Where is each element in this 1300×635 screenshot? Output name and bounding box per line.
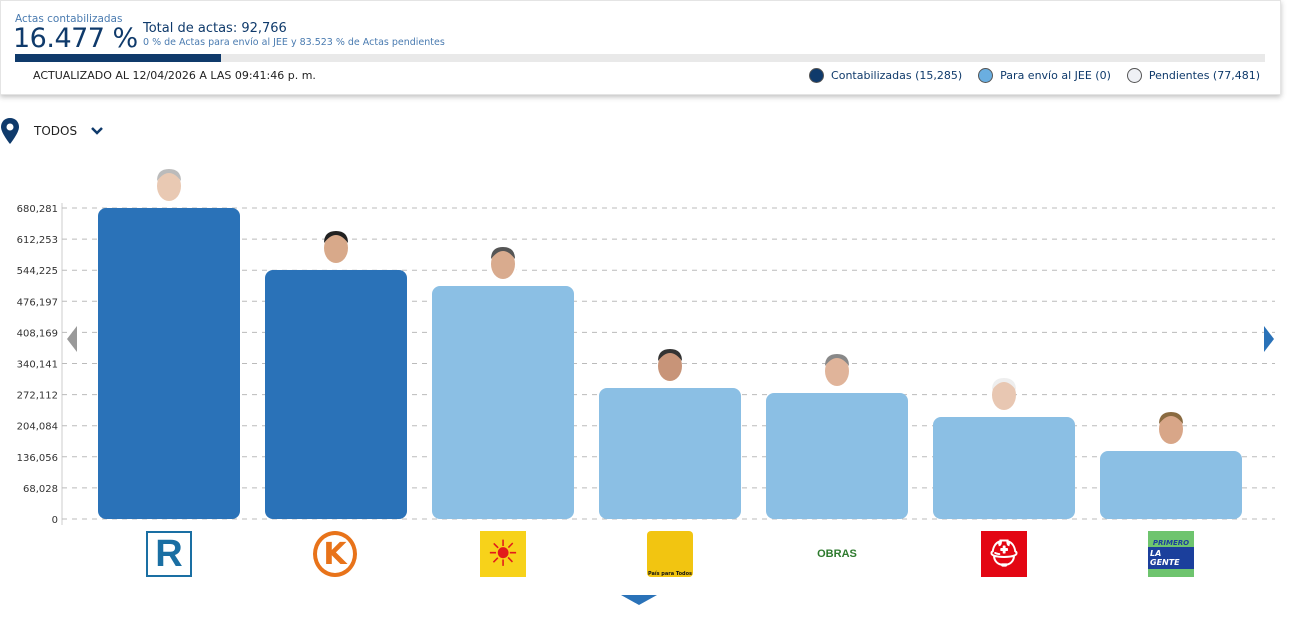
party-logo-text: OBRAS bbox=[817, 548, 857, 560]
chevron-down-icon bbox=[91, 127, 103, 135]
bar[interactable] bbox=[933, 417, 1075, 519]
region-filter-label: TODOS bbox=[34, 124, 78, 138]
candidate-photo bbox=[487, 247, 519, 283]
legend-jee: Para envío al JEE (0) bbox=[978, 68, 1111, 83]
y-tick-label: 476,197 bbox=[17, 297, 58, 308]
party-logo[interactable]: ☀ bbox=[480, 531, 526, 577]
y-tick-label: 680,281 bbox=[17, 204, 58, 215]
expand-down-icon[interactable] bbox=[621, 595, 657, 605]
total-actas: Total de actas: 92,766 bbox=[143, 21, 287, 36]
bar[interactable] bbox=[1100, 451, 1242, 519]
bar[interactable] bbox=[766, 393, 908, 519]
legend-dot bbox=[809, 68, 825, 83]
party-logo[interactable]: PRIMERO LA GENTE bbox=[1148, 531, 1194, 577]
summary-card: Actas contabilizadas 16.477 % Total de a… bbox=[0, 0, 1281, 95]
y-tick-label: 612,253 bbox=[17, 235, 58, 246]
progress-bar bbox=[15, 54, 1265, 62]
prev-arrow-icon[interactable] bbox=[66, 326, 78, 352]
y-tick-label: 0 bbox=[52, 515, 58, 526]
candidate-photo bbox=[988, 378, 1020, 414]
y-tick-label: 136,056 bbox=[17, 453, 58, 464]
candidate-photo bbox=[821, 354, 853, 390]
legend-label: Para envío al JEE (0) bbox=[1000, 69, 1111, 82]
region-filter[interactable]: TODOS bbox=[0, 118, 103, 144]
y-tick-label: 68,028 bbox=[23, 484, 58, 495]
party-logo[interactable]: ⛑ bbox=[981, 531, 1027, 577]
progress-fill bbox=[15, 54, 221, 62]
bar-chart: 0 68,028 136,056 204,084 272,112 340,141 408,1… bbox=[17, 169, 1275, 526]
y-tick-label: 272,112 bbox=[17, 391, 58, 402]
y-tick-label: 204,084 bbox=[17, 422, 58, 433]
legend-label: Contabilizadas (15,285) bbox=[831, 69, 963, 82]
party-logo-text: ☀ bbox=[486, 533, 520, 575]
updated-timestamp: ACTUALIZADO AL 12/04/2026 A LAS 09:41:46… bbox=[33, 69, 316, 82]
legend-label: Pendientes (77,481) bbox=[1148, 69, 1260, 82]
legend: Contabilizadas (15,285) Para envío al JE… bbox=[809, 68, 1260, 83]
party-logo[interactable]: K bbox=[313, 531, 357, 577]
party-logo-text: LA GENTE bbox=[1148, 547, 1194, 569]
y-tick-label: 340,141 bbox=[17, 359, 58, 370]
party-logo-text: K bbox=[323, 536, 347, 572]
bar[interactable] bbox=[432, 286, 574, 519]
counted-percent: 16.477 % bbox=[13, 23, 138, 54]
party-logo-text: País para Todos bbox=[647, 571, 693, 577]
party-logo[interactable]: OBRAS bbox=[814, 531, 860, 577]
location-pin-icon bbox=[1, 118, 19, 144]
y-tick-label: 544,225 bbox=[17, 266, 58, 277]
candidate-photo bbox=[654, 349, 686, 385]
counted-label: Actas contabilizadas bbox=[15, 13, 123, 25]
bar[interactable] bbox=[599, 388, 741, 519]
summary-subtitle: 0 % de Actas para envío al JEE y 83.523 … bbox=[143, 37, 445, 48]
party-logo[interactable]: País para Todos bbox=[647, 531, 693, 577]
candidate-photo bbox=[320, 230, 352, 266]
legend-counted: Contabilizadas (15,285) bbox=[809, 68, 962, 83]
bar[interactable] bbox=[98, 208, 240, 519]
next-arrow-icon[interactable] bbox=[1263, 326, 1275, 352]
party-logo[interactable]: R bbox=[146, 531, 192, 577]
candidate-photo bbox=[1155, 412, 1187, 448]
party-logo-text: PRIMERO bbox=[1152, 539, 1190, 547]
y-tick-label: 408,169 bbox=[17, 328, 58, 339]
bar[interactable] bbox=[265, 269, 407, 519]
legend-pending: Pendientes (77,481) bbox=[1126, 68, 1260, 83]
party-logo-text: ⛑ bbox=[987, 539, 1021, 569]
legend-dot bbox=[978, 68, 994, 83]
candidate-photo bbox=[153, 169, 185, 204]
legend-dot bbox=[1126, 68, 1142, 83]
party-logo-text: R bbox=[155, 532, 183, 575]
